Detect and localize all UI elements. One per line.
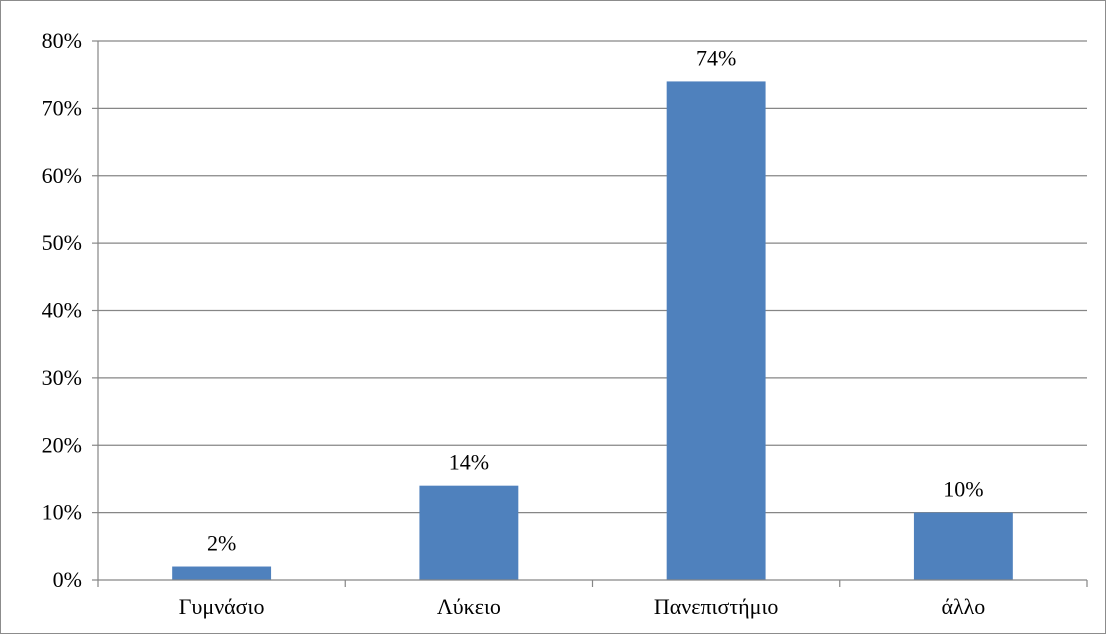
- gridlines: [98, 40, 1087, 514]
- bar: [419, 485, 519, 580]
- y-tick-label: 10%: [42, 500, 82, 525]
- bars: [172, 81, 1013, 581]
- y-tick-label: 80%: [42, 28, 82, 53]
- bar: [172, 566, 272, 580]
- x-tick-label: άλλο: [941, 594, 985, 619]
- y-tick-label: 0%: [53, 567, 82, 592]
- data-labels: 2% 14% 74% 10%: [207, 45, 984, 555]
- y-tick-label: 30%: [42, 365, 82, 390]
- data-label: 74%: [696, 45, 736, 70]
- data-label: 2%: [207, 531, 236, 556]
- axes: [92, 40, 1088, 587]
- bar: [913, 512, 1013, 580]
- data-label: 14%: [449, 450, 489, 475]
- data-label: 10%: [943, 477, 983, 502]
- y-tick-labels: 0% 10% 20% 30% 40% 50% 60% 70% 80%: [42, 28, 82, 592]
- x-tick-label: Λύκειο: [437, 594, 501, 619]
- y-tick-label: 60%: [42, 163, 82, 188]
- x-tick-label: Πανεπιστήμιο: [654, 594, 779, 619]
- bar: [666, 81, 766, 581]
- x-tick-label: Γυμνάσιο: [179, 594, 265, 619]
- x-tick-labels: Γυμνάσιο Λύκειο Πανεπιστήμιο άλλο: [179, 594, 986, 619]
- y-tick-label: 40%: [42, 298, 82, 323]
- y-tick-label: 20%: [42, 432, 82, 457]
- y-tick-label: 70%: [42, 95, 82, 120]
- y-tick-label: 50%: [42, 230, 82, 255]
